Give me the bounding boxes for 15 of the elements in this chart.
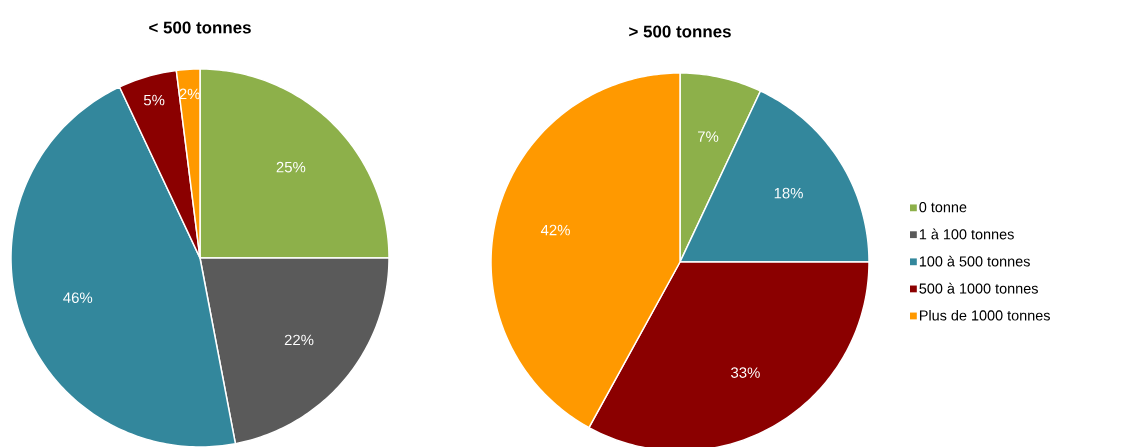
data-label: 22% [284,334,314,346]
data-label: 25% [276,161,306,173]
data-label: 18% [774,187,803,199]
legend-label: 0 tonne [919,202,967,213]
data-label: 7% [698,131,719,142]
data-label: 42% [540,224,570,236]
legend-label: 500 à 1000 tonnes [919,282,1038,294]
data-label: 46% [63,292,93,303]
legend-label: Plus de 1000 tonnes [919,309,1050,321]
data-label: 33% [731,367,760,378]
legend-label: 100 à 500 tonnes [919,255,1030,267]
chart-title: < 500 tonnes [149,21,251,34]
chart-title: > 500 tonnes [629,25,731,38]
data-label: 5% [143,94,165,106]
legend-label: 1 à 100 tonnes [919,228,1014,240]
